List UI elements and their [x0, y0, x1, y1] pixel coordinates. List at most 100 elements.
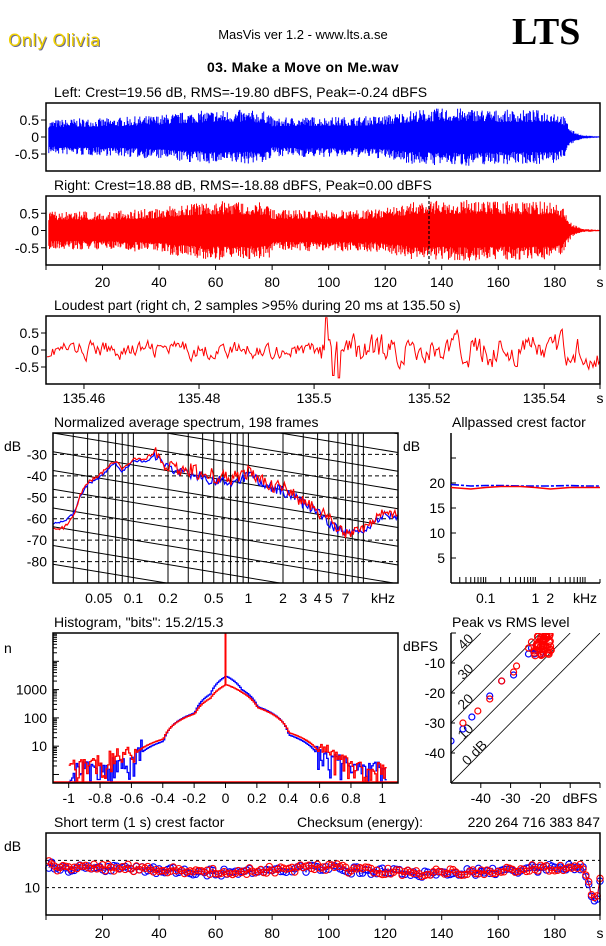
pvr-point-right	[486, 695, 494, 703]
crest-point-right	[262, 869, 271, 877]
spectrum-right-line	[53, 447, 398, 539]
x-tick-label: dBFS	[562, 790, 597, 806]
grid-slope	[53, 451, 398, 510]
crest-point-right	[211, 869, 220, 878]
x-tick-label: 135.48	[178, 390, 221, 406]
y-tick-label: 20	[429, 475, 445, 491]
x-tick-label: 1	[378, 790, 386, 806]
crest-point-right	[494, 867, 502, 876]
y-tick-label: -10	[425, 655, 445, 671]
y-tick-label: 10	[24, 880, 40, 896]
crest-point-right	[206, 870, 214, 878]
pvr-point-right	[538, 642, 547, 651]
y-tick-label: 5	[437, 550, 445, 566]
y-axis-label: dB	[403, 438, 420, 454]
y-tick-label: 0	[31, 129, 39, 145]
short-term-frame	[45, 832, 601, 916]
pvr-point-right	[544, 648, 553, 657]
x-tick-label: 100	[317, 274, 341, 290]
crest-point-right	[242, 870, 251, 879]
pvr-point-right	[545, 633, 554, 639]
spectrum-chart: Normalized average spectrum, 198 frames d…	[4, 414, 399, 606]
crest-line	[451, 633, 482, 664]
pvr-point-right	[534, 641, 543, 650]
crest-line-label: 40	[454, 630, 476, 652]
chart-title: Allpassed crest factor	[452, 414, 586, 430]
x-tick-label: 80	[264, 274, 280, 290]
y-tick-label: -30	[425, 715, 445, 731]
x-tick-label: 3	[299, 590, 307, 606]
x-tick-label: s	[597, 274, 604, 290]
x-tick-label: kHz	[573, 590, 597, 606]
y-tick-label: 10	[31, 738, 47, 754]
histogram-traces	[53, 633, 398, 783]
crest-line	[451, 633, 600, 783]
chart-title: Loudest part (right ch, 2 samples >95% d…	[54, 297, 461, 313]
x-tick-label: 60	[208, 925, 224, 941]
x-tick-label: 0.2	[247, 790, 267, 806]
x-tick-label: 0.5	[204, 590, 224, 606]
y-tick-label: 0.5	[20, 205, 40, 221]
x-tick-label: 0.1	[476, 590, 496, 606]
x-tick-label: 135.54	[523, 390, 566, 406]
crest-point-right	[522, 867, 531, 876]
x-tick-label: 1	[531, 590, 539, 606]
x-tick-label: kHz	[371, 590, 395, 606]
grid-slope	[53, 433, 398, 491]
y-tick-label: 15	[429, 500, 445, 516]
crest-point-right	[551, 867, 559, 875]
x-tick-label: 180	[543, 274, 567, 290]
crest-point-right	[579, 865, 587, 873]
checksum-label: Checksum (energy):	[297, 814, 423, 830]
x-tick-label: 0.05	[85, 590, 112, 606]
y-tick-label: 0.5	[20, 325, 40, 341]
y-tick-label: -60	[27, 511, 47, 527]
crest-point-right	[381, 870, 389, 878]
crest-line-label: 20	[454, 690, 476, 712]
pvr-point-right	[542, 633, 551, 641]
x-tick-label: 80	[264, 925, 280, 941]
app-title: MasVis ver 1.2 - www.lts.a.se	[218, 27, 388, 42]
x-tick-label: 0.8	[341, 790, 361, 806]
file-title: 03. Make a Move on Me.wav	[207, 59, 399, 75]
crest-point-right	[511, 868, 519, 876]
x-tick-label: 4	[314, 590, 322, 606]
x-tick-label: 20	[95, 274, 111, 290]
x-tick-label: 135.46	[63, 390, 106, 406]
chart-title: Normalized average spectrum, 198 frames	[54, 414, 319, 430]
y-tick-label: -50	[27, 489, 47, 505]
x-tick-label: 40	[151, 274, 167, 290]
crest-point-right	[223, 870, 231, 878]
checksum-value: 220 264 716 383 847	[468, 814, 601, 830]
pvr-point-left	[468, 713, 476, 721]
y-tick-label: 0	[31, 342, 39, 358]
y-tick-label: 1000	[16, 682, 47, 698]
x-tick-label: 160	[487, 274, 511, 290]
pvr-point-right	[474, 707, 482, 715]
crest-point-right	[582, 871, 590, 879]
short-term-crest-chart: Short term (1 s) crest factor Checksum (e…	[4, 814, 604, 941]
grid-slope	[53, 507, 398, 566]
y-tick-label: -0.5	[15, 240, 39, 256]
y-tick-label: -80	[27, 554, 47, 570]
y-tick-label: -20	[425, 685, 445, 701]
crest-left-line	[450, 483, 600, 487]
x-tick-label: 135.52	[408, 390, 451, 406]
x-tick-label: -1	[62, 790, 75, 806]
crest-line-label: 30	[454, 660, 476, 682]
x-tick-label: 60	[208, 274, 224, 290]
grid-slope	[53, 470, 398, 528]
x-tick-label: 0.1	[124, 590, 144, 606]
x-tick-label: -0.6	[119, 790, 143, 806]
x-tick-label: 20	[95, 925, 111, 941]
y-axis-label: dB	[4, 438, 21, 454]
histogram-left-line	[68, 675, 387, 783]
grid-slope	[163, 433, 398, 472]
allpassed-crest-chart: Allpassed crest factor dB 20 15 10 5 0.1 1 2 kHz	[403, 414, 601, 606]
x-tick-label: 120	[374, 274, 398, 290]
y-axis-label: dBFS	[403, 638, 438, 654]
y-tick-label: -30	[27, 446, 47, 462]
chart-title: Short term (1 s) crest factor	[54, 814, 225, 830]
x-tick-label: s	[597, 390, 604, 406]
